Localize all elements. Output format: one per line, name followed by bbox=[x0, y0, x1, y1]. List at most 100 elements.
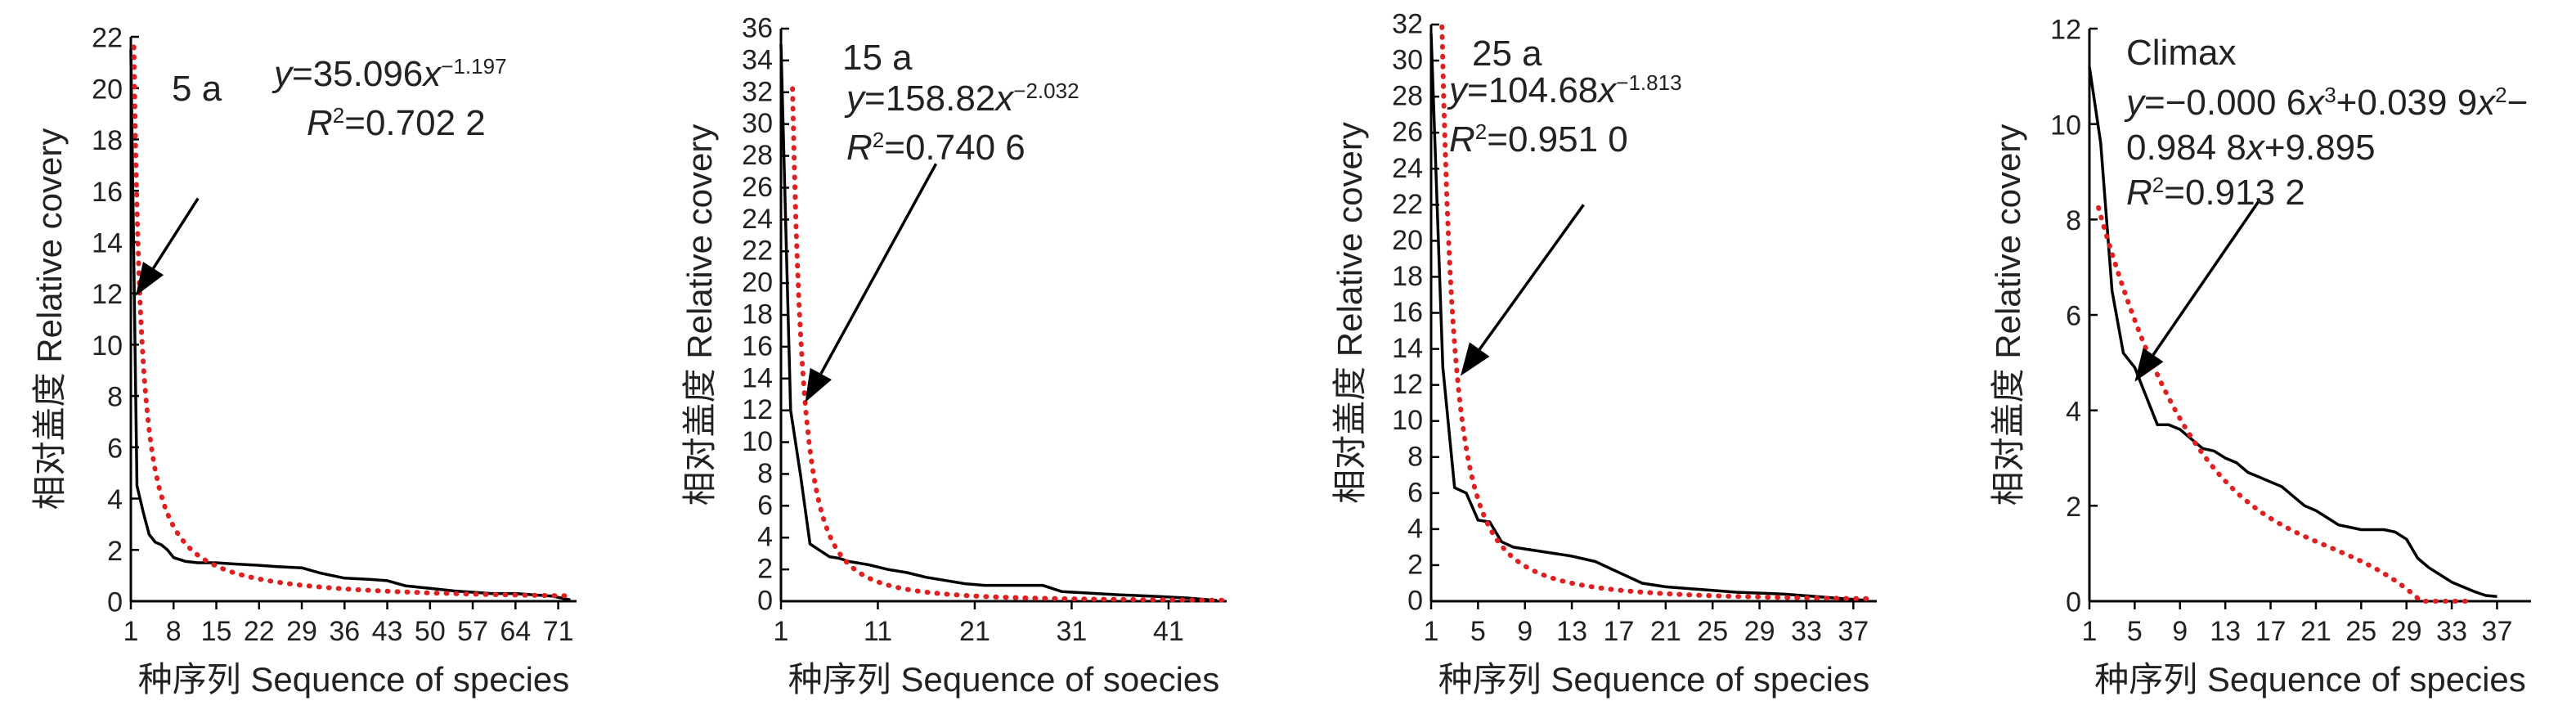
r2-value: =0.740 6 bbox=[884, 128, 1025, 168]
r2-sup: 2 bbox=[1475, 119, 1487, 144]
y-tick-label: 16 bbox=[742, 330, 773, 362]
r-squared: R2=0.913 2 bbox=[2126, 173, 2305, 213]
x-tick-label: 36 bbox=[329, 616, 360, 647]
y-tick-label: 28 bbox=[1392, 81, 1423, 112]
eq-e2: 2 bbox=[2495, 83, 2506, 107]
eq-x: x bbox=[1596, 70, 1618, 110]
y-tick-label: 16 bbox=[1392, 297, 1423, 328]
y-tick-label: 20 bbox=[92, 74, 123, 105]
regression-equation: y=158.82x−2.032 bbox=[844, 79, 1079, 119]
y-axis-title: 相对盖度 Relative covery bbox=[1989, 124, 2027, 506]
x-tick-label: 21 bbox=[959, 616, 990, 647]
x-tick-label: 11 bbox=[864, 616, 892, 647]
y-tick-label: 12 bbox=[1392, 369, 1423, 400]
x-axis-title: 种序列 Sequence of species bbox=[1438, 660, 1870, 699]
eq-y: y bbox=[1447, 70, 1470, 110]
r2-value: =0.913 2 bbox=[2164, 173, 2305, 213]
x-tick-label: 25 bbox=[2345, 616, 2376, 647]
eq-x: x bbox=[2304, 83, 2326, 123]
eq-coefficient: =104.68 bbox=[1467, 70, 1598, 110]
y-tick-label: 2 bbox=[107, 536, 123, 567]
eq-x: x bbox=[2245, 128, 2266, 168]
annotation-arrow-head bbox=[136, 262, 164, 296]
observed-series-line bbox=[2088, 66, 2497, 598]
y-tick-label: 6 bbox=[1407, 477, 1423, 508]
x-tick-label: 17 bbox=[2255, 616, 2287, 647]
eq-b: +0.039 9 bbox=[2336, 83, 2478, 123]
r-squared: R2=0.740 6 bbox=[846, 128, 1025, 168]
y-tick-label: 26 bbox=[1392, 117, 1423, 148]
eq-coef: 0.984 8 bbox=[2126, 128, 2246, 168]
y-tick-label: 10 bbox=[2050, 110, 2081, 141]
y-tick-label: 18 bbox=[92, 125, 123, 156]
x-axis-title: 种序列 Sequence of soecies bbox=[788, 660, 1220, 699]
x-tick-label: 29 bbox=[1744, 616, 1775, 647]
x-tick-label: 13 bbox=[1556, 616, 1587, 647]
y-tick-label: 22 bbox=[1392, 189, 1423, 220]
x-tick-label: 31 bbox=[1057, 616, 1088, 647]
y-tick-label: 10 bbox=[92, 330, 123, 362]
y-tick-label: 28 bbox=[742, 140, 773, 171]
x-tick-label: 13 bbox=[2210, 616, 2241, 647]
annotation-arrow-head bbox=[805, 367, 832, 402]
observed-series-line bbox=[779, 44, 1218, 602]
y-tick-label: 26 bbox=[742, 172, 773, 203]
r2-r: R bbox=[846, 128, 873, 168]
y-axis-title: 相对盖度 Relative covery bbox=[30, 128, 69, 510]
y-tick-label: 34 bbox=[742, 44, 773, 75]
x-tick-label: 21 bbox=[1650, 616, 1681, 647]
x-tick-label: 5 bbox=[2127, 616, 2143, 647]
x-tick-label: 21 bbox=[2300, 616, 2331, 647]
y-tick-label: 4 bbox=[2066, 396, 2081, 427]
y-tick-label: 0 bbox=[757, 586, 773, 617]
panel-label: 5 a bbox=[172, 69, 222, 109]
regression-equation: y=104.68x−1.813 bbox=[1447, 70, 1682, 110]
observed-series-line bbox=[1429, 33, 1865, 602]
x-tick-label: 33 bbox=[1791, 616, 1822, 647]
y-axis-title: 相对盖度 Relative covery bbox=[680, 124, 719, 506]
eq-x: x bbox=[421, 54, 442, 94]
y-tick-label: 20 bbox=[742, 267, 773, 299]
eq-x: x bbox=[2475, 83, 2497, 123]
y-tick-label: 2 bbox=[2066, 492, 2081, 523]
x-tick-label: 43 bbox=[372, 616, 403, 647]
y-tick-label: 10 bbox=[742, 426, 773, 457]
r2-r: R bbox=[1449, 119, 1475, 160]
eq-coefficient: =35.096 bbox=[292, 54, 423, 94]
y-tick-label: 2 bbox=[1407, 549, 1423, 580]
x-tick-label: 37 bbox=[2482, 616, 2513, 647]
y-tick-label: 8 bbox=[2066, 205, 2081, 236]
x-axis-title: 种序列 Sequence of species bbox=[2094, 660, 2526, 699]
y-tick-label: 14 bbox=[92, 228, 123, 259]
y-tick-label: 4 bbox=[1407, 513, 1423, 544]
y-tick-label: 0 bbox=[107, 587, 123, 618]
x-tick-label: 17 bbox=[1604, 616, 1635, 647]
y-tick-label: 8 bbox=[1407, 441, 1423, 472]
y-tick-label: 6 bbox=[2066, 301, 2081, 332]
fitted-series-line bbox=[131, 44, 577, 599]
y-tick-label: 14 bbox=[742, 362, 773, 393]
r-squared: R2=0.951 0 bbox=[1449, 119, 1628, 160]
fitted-series-line bbox=[2096, 204, 2477, 604]
y-tick-label: 4 bbox=[757, 522, 773, 553]
y-tick-label: 32 bbox=[1392, 9, 1423, 40]
y-tick-label: 12 bbox=[92, 279, 123, 310]
fitted-series-line bbox=[1439, 24, 1874, 601]
y-tick-label: 4 bbox=[107, 484, 123, 515]
x-tick-label: 29 bbox=[2391, 616, 2422, 647]
x-tick-label: 1 bbox=[774, 616, 789, 647]
x-tick-label: 1 bbox=[123, 616, 139, 647]
regression-equation-line-2: 0.984 8x+9.895 bbox=[2126, 128, 2376, 168]
r2-r: R bbox=[307, 103, 333, 143]
eq-a: =−0.000 6 bbox=[2144, 83, 2306, 123]
r2-value: =0.702 2 bbox=[344, 103, 486, 143]
eq-y: y bbox=[2124, 83, 2147, 123]
x-tick-label: 57 bbox=[457, 616, 488, 647]
x-tick-label: 8 bbox=[166, 616, 182, 647]
x-tick-label: 50 bbox=[415, 616, 446, 647]
y-axis-title: 相对盖度 Relative covery bbox=[1331, 122, 1369, 504]
annotation-arrow-head bbox=[2134, 348, 2164, 382]
y-tick-label: 30 bbox=[742, 108, 773, 139]
